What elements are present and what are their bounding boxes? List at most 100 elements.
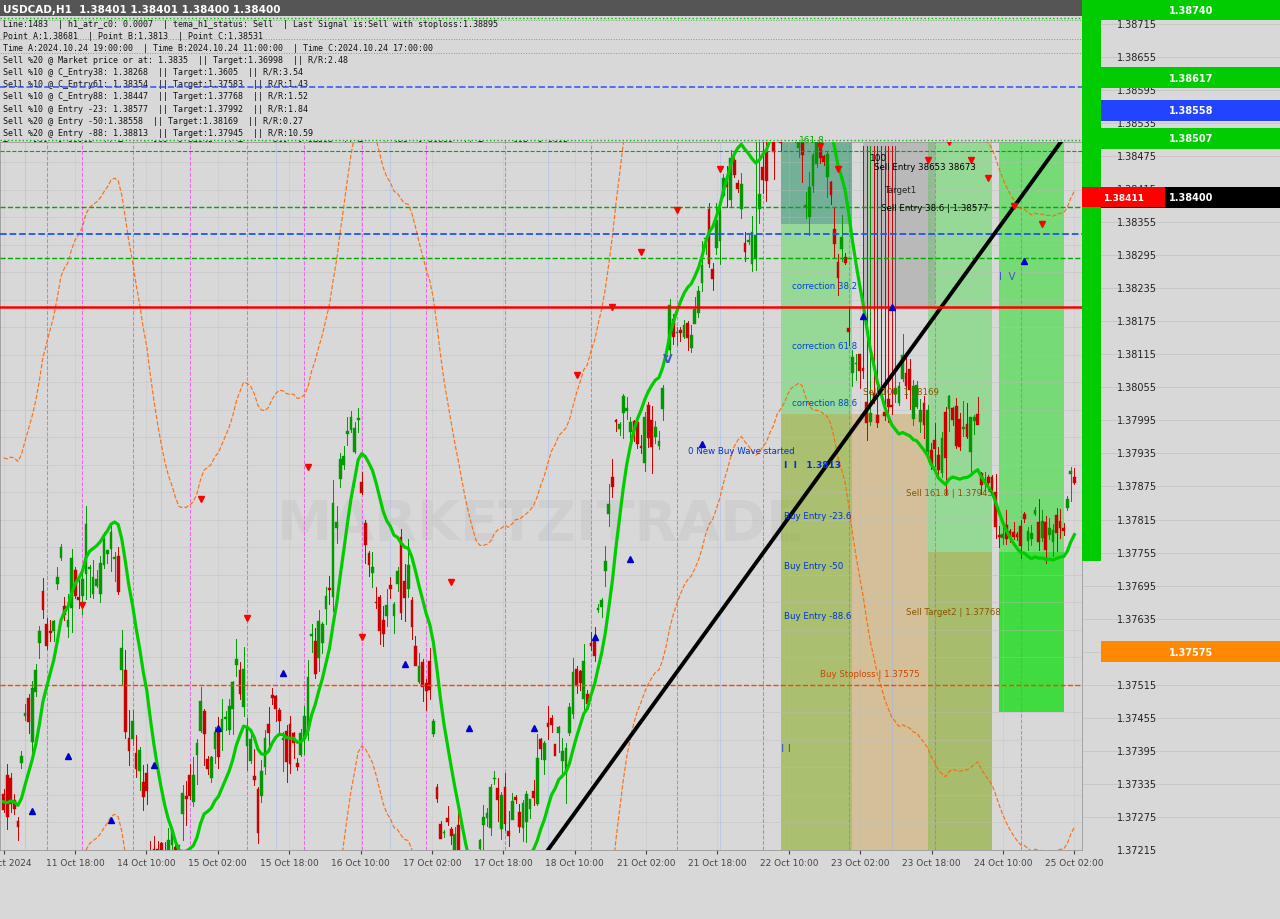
Bar: [923, 403, 925, 425]
Text: Buy Entry -23.6: Buy Entry -23.6: [785, 511, 851, 520]
Bar: [686, 323, 689, 339]
Text: Sell %10 @ C_Entry61: 1.38354  || Target:1.37583  || R/R:1.43: Sell %10 @ C_Entry61: 1.38354 || Target:…: [4, 80, 308, 89]
Bar: [184, 796, 188, 799]
Text: Point A:1.38681  | Point B:1.3813  | Point C:1.38531: Point A:1.38681 | Point B:1.3813 | Point…: [4, 32, 264, 40]
Bar: [88, 567, 91, 570]
Text: 1.37755: 1.37755: [1117, 548, 1157, 558]
Bar: [152, 849, 155, 865]
Bar: [192, 776, 195, 802]
Bar: [389, 585, 392, 589]
Bar: [415, 646, 417, 666]
Bar: [20, 756, 23, 764]
Bar: [812, 155, 814, 187]
Bar: [60, 548, 63, 558]
Bar: [497, 789, 499, 800]
Bar: [593, 640, 596, 656]
Text: 1.38355: 1.38355: [1117, 218, 1157, 228]
Bar: [829, 183, 832, 196]
Bar: [485, 813, 489, 819]
Text: correction 61.8: correction 61.8: [791, 342, 856, 350]
Bar: [42, 591, 45, 610]
Bar: [536, 758, 539, 804]
Bar: [680, 331, 682, 334]
Bar: [242, 669, 244, 708]
Bar: [579, 672, 581, 684]
Bar: [385, 606, 388, 616]
Bar: [124, 670, 127, 732]
Text: 1.38400: 1.38400: [1169, 193, 1213, 203]
Bar: [447, 818, 449, 823]
Bar: [431, 721, 435, 734]
Bar: [289, 724, 292, 764]
Bar: [590, 643, 593, 646]
Bar: [977, 414, 979, 425]
Bar: [475, 877, 477, 883]
Text: 1.37515: 1.37515: [1117, 680, 1157, 690]
Bar: [236, 659, 238, 665]
Bar: [858, 355, 861, 372]
Bar: [1052, 530, 1055, 542]
Text: 1.38475: 1.38475: [1117, 152, 1157, 162]
Bar: [754, 236, 756, 259]
Bar: [6, 776, 9, 817]
Bar: [13, 800, 15, 809]
Bar: [246, 728, 248, 746]
Bar: [521, 803, 525, 829]
Text: Sell %20 @ Entry -88: 1.38813  || Target:1.37945  || R/R:10.59: Sell %20 @ Entry -88: 1.38813 || Target:…: [4, 129, 314, 138]
Bar: [1101, 101, 1280, 121]
Bar: [134, 754, 137, 769]
Bar: [493, 778, 495, 779]
Bar: [901, 356, 904, 380]
Bar: [1012, 532, 1015, 538]
Bar: [694, 310, 696, 324]
Bar: [274, 697, 278, 709]
Bar: [928, 552, 992, 850]
Bar: [1044, 522, 1047, 550]
Bar: [1001, 534, 1005, 539]
Text: 1.37395: 1.37395: [1117, 746, 1157, 756]
Bar: [278, 710, 280, 721]
Bar: [310, 634, 312, 636]
Bar: [1023, 515, 1025, 520]
Bar: [170, 830, 173, 845]
Bar: [349, 418, 352, 431]
Bar: [909, 369, 911, 391]
Bar: [9, 778, 12, 804]
Bar: [224, 717, 227, 720]
Bar: [250, 739, 252, 762]
Bar: [769, 132, 772, 142]
Bar: [855, 363, 858, 365]
Bar: [776, 108, 778, 112]
Bar: [1101, 641, 1280, 663]
Bar: [471, 877, 474, 882]
Bar: [561, 751, 563, 761]
Bar: [92, 577, 95, 595]
Bar: [439, 824, 442, 839]
Bar: [600, 600, 603, 607]
Bar: [220, 720, 224, 730]
Bar: [911, 386, 915, 420]
Bar: [708, 210, 710, 265]
Bar: [116, 557, 119, 592]
Text: 1.38411: 1.38411: [1103, 194, 1144, 202]
Bar: [120, 648, 123, 670]
Bar: [772, 119, 774, 153]
Text: 1.38558: 1.38558: [1169, 107, 1213, 116]
Text: 1.38740: 1.38740: [1169, 6, 1213, 16]
Bar: [164, 856, 166, 857]
Bar: [718, 212, 721, 243]
Bar: [1030, 534, 1033, 539]
Bar: [626, 408, 628, 412]
Bar: [0, 0, 1082, 17]
Bar: [99, 563, 101, 594]
Bar: [822, 157, 826, 163]
Bar: [339, 460, 342, 480]
Bar: [317, 621, 320, 659]
Bar: [503, 787, 507, 824]
Bar: [178, 845, 180, 846]
Bar: [740, 186, 742, 210]
Bar: [751, 233, 754, 265]
Bar: [367, 553, 370, 566]
Bar: [268, 725, 270, 733]
Bar: [797, 95, 800, 148]
